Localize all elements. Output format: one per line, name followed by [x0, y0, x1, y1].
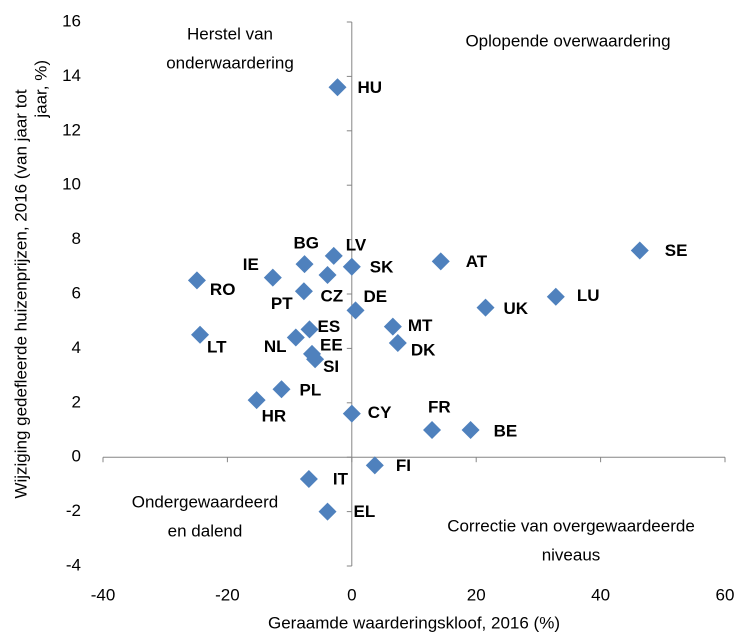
marker [365, 456, 384, 475]
point-label: LU [577, 286, 600, 305]
marker [247, 391, 266, 410]
y-tick-label: 10 [62, 175, 81, 194]
marker [342, 404, 361, 423]
point-label: UK [504, 299, 529, 318]
marker [546, 287, 565, 306]
marker [423, 421, 442, 439]
annotation: en dalend [168, 521, 243, 540]
point-label: NL [264, 337, 287, 356]
marker [272, 380, 291, 399]
y-tick-label: 4 [72, 338, 81, 357]
annotation: niveaus [542, 545, 601, 564]
marker [431, 252, 450, 271]
point-label: HU [357, 78, 382, 97]
marker [318, 265, 337, 284]
marker [476, 298, 495, 317]
x-tick-label: -20 [215, 585, 240, 604]
marker [328, 78, 347, 97]
point-label: IT [333, 469, 349, 488]
point-label: ES [318, 317, 341, 336]
marker [191, 325, 210, 344]
x-tick-label: 20 [467, 585, 486, 604]
marker [295, 255, 314, 274]
marker [187, 271, 206, 290]
marker [388, 333, 407, 352]
y-axis-title: jaar, %) [31, 60, 50, 119]
annotation: Ondergewaardeerd [132, 492, 278, 511]
y-tick-label: 0 [72, 447, 81, 466]
point-label: MT [408, 316, 433, 335]
marker [346, 301, 365, 320]
marker [263, 268, 282, 287]
point-label: PL [300, 381, 322, 400]
point-label: PT [271, 294, 293, 313]
point-label: SK [370, 257, 394, 276]
marker [286, 328, 305, 347]
point-label: FI [396, 456, 411, 475]
x-axis-title: Geraamde waarderingskloof, 2016 (%) [268, 613, 560, 632]
point-label: DE [364, 287, 388, 306]
y-tick-label: 6 [72, 283, 81, 302]
y-axis-title: Wijziging gedefleerde huizenprijzen, 201… [11, 89, 30, 498]
point-label: BG [294, 234, 320, 253]
point-label: LT [207, 337, 227, 356]
y-tick-label: 14 [62, 66, 81, 85]
marker [300, 320, 319, 339]
point-label: BE [494, 421, 518, 440]
point-label: AT [466, 252, 488, 271]
marker [318, 502, 337, 521]
marker [461, 421, 480, 439]
marker [383, 317, 402, 336]
annotation: Oplopende overwaardering [465, 31, 670, 50]
marker [324, 246, 343, 265]
marker [342, 257, 361, 276]
marker [630, 241, 649, 260]
annotation: onderwaardering [166, 53, 294, 72]
point-label: HR [262, 407, 287, 426]
marker [306, 350, 325, 369]
annotation: Correctie van overgewaardeerde [447, 516, 695, 535]
point-label: DK [411, 340, 436, 359]
x-tick-label: 40 [591, 585, 610, 604]
marker [294, 282, 313, 301]
marker [299, 469, 318, 488]
y-tick-label: -4 [66, 555, 81, 574]
point-label: CZ [321, 286, 344, 305]
point-label: IE [243, 255, 259, 274]
point-label: EL [354, 502, 376, 521]
x-tick-label: 0 [347, 585, 356, 604]
y-tick-label: -2 [66, 501, 81, 520]
x-tick-label: 60 [716, 585, 735, 604]
y-tick-label: 12 [62, 120, 81, 139]
point-label: CY [368, 403, 392, 422]
y-tick-label: 8 [72, 229, 81, 248]
y-tick-label: 2 [72, 392, 81, 411]
y-tick-label: 16 [62, 11, 81, 30]
point-label: RO [210, 280, 236, 299]
point-label: LV [346, 235, 367, 254]
point-label: EE [320, 335, 343, 354]
annotation: Herstel van [187, 24, 273, 43]
x-tick-label: -40 [91, 585, 116, 604]
point-label: SI [323, 357, 339, 376]
point-label: FR [428, 397, 451, 416]
point-label: SE [665, 241, 688, 260]
